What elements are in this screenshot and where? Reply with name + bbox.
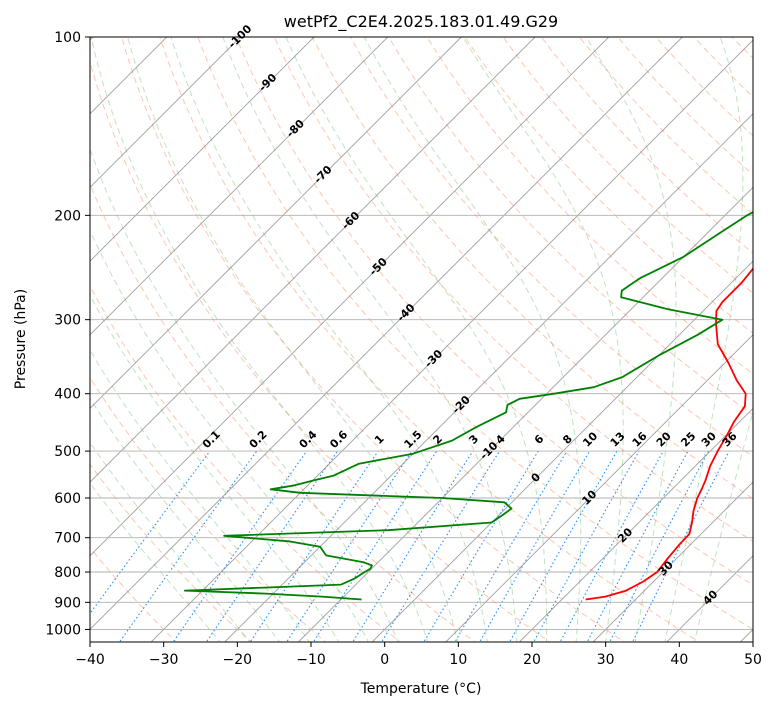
mixing-ratio-line xyxy=(90,450,211,615)
dry-adiabat-line xyxy=(90,284,402,642)
y-tick-label: 1000 xyxy=(45,622,81,638)
mixing-ratio-line xyxy=(380,450,500,642)
mixing-ratio-line xyxy=(559,450,664,642)
y-tick-label: 700 xyxy=(54,531,81,547)
dewpoint-line xyxy=(183,211,753,601)
isotherm-line xyxy=(518,407,753,642)
y-tick-label: 500 xyxy=(54,444,81,460)
moist-adiabat-line xyxy=(90,147,399,642)
x-tick-label: −10 xyxy=(296,652,326,668)
isotherm-line xyxy=(90,37,684,631)
x-tick-label: 10 xyxy=(449,652,467,668)
isotherm-line xyxy=(371,260,753,642)
mixing-ratio-line xyxy=(118,450,258,642)
plot-frame xyxy=(89,36,754,643)
moist-adiabat-line xyxy=(90,229,369,642)
y-tick-label: 300 xyxy=(54,313,81,329)
mixing-ratio-line xyxy=(249,450,379,642)
x-tick-label: 20 xyxy=(523,652,541,668)
x-tick-label: −20 xyxy=(223,652,253,668)
mixing-ratio-line xyxy=(454,450,568,642)
x-tick-label: 50 xyxy=(744,652,762,668)
isotherm-line xyxy=(90,37,536,483)
x-tick-label: 40 xyxy=(670,652,688,668)
y-tick-label: 100 xyxy=(54,30,81,46)
mixing-ratio-line xyxy=(172,450,308,642)
y-tick-label: 900 xyxy=(54,595,81,611)
y-tick-label: 800 xyxy=(54,565,81,581)
chart-title: wetPf2_C2E4.2025.183.01.49.G29 xyxy=(284,12,558,32)
isotherm-line xyxy=(297,186,753,642)
x-tick-label: −40 xyxy=(75,652,105,668)
isotherm-line xyxy=(90,37,610,557)
x-tick-label: 0 xyxy=(380,652,389,668)
y-axis-label: Pressure (hPa) xyxy=(13,289,29,389)
isotherm-line xyxy=(90,37,242,189)
mixing-ratio-line xyxy=(609,450,709,642)
isotherm-line xyxy=(224,113,753,642)
isotherm-line xyxy=(90,37,315,262)
x-axis-label: Temperature (°C) xyxy=(360,681,482,697)
isotherm-line xyxy=(445,334,753,642)
profile-lines xyxy=(183,211,753,601)
temperature-line xyxy=(585,267,753,601)
isotherm-line xyxy=(150,39,753,642)
x-tick-label: −30 xyxy=(149,652,179,668)
y-tick-label: 400 xyxy=(54,387,81,403)
y-tick-label: 200 xyxy=(54,208,81,224)
mixing-ratio-line xyxy=(586,450,689,642)
dry-adiabat-line xyxy=(90,183,476,642)
isotherm-line xyxy=(592,481,753,642)
x-axis: −40 −30 −20 −10 0 10 20 30 40 50 xyxy=(75,642,762,668)
y-axis: 100 200 300 400 500 600 700 800 900 1000 xyxy=(45,30,90,638)
isotherm-line xyxy=(90,37,389,336)
x-tick-label: 30 xyxy=(597,652,615,668)
mixing-ratio-line xyxy=(286,450,413,642)
isotherm-line xyxy=(90,37,463,410)
y-tick-label: 600 xyxy=(54,491,81,507)
mixing-ratio-line xyxy=(312,450,438,642)
mixing-ratio-line xyxy=(205,450,338,642)
